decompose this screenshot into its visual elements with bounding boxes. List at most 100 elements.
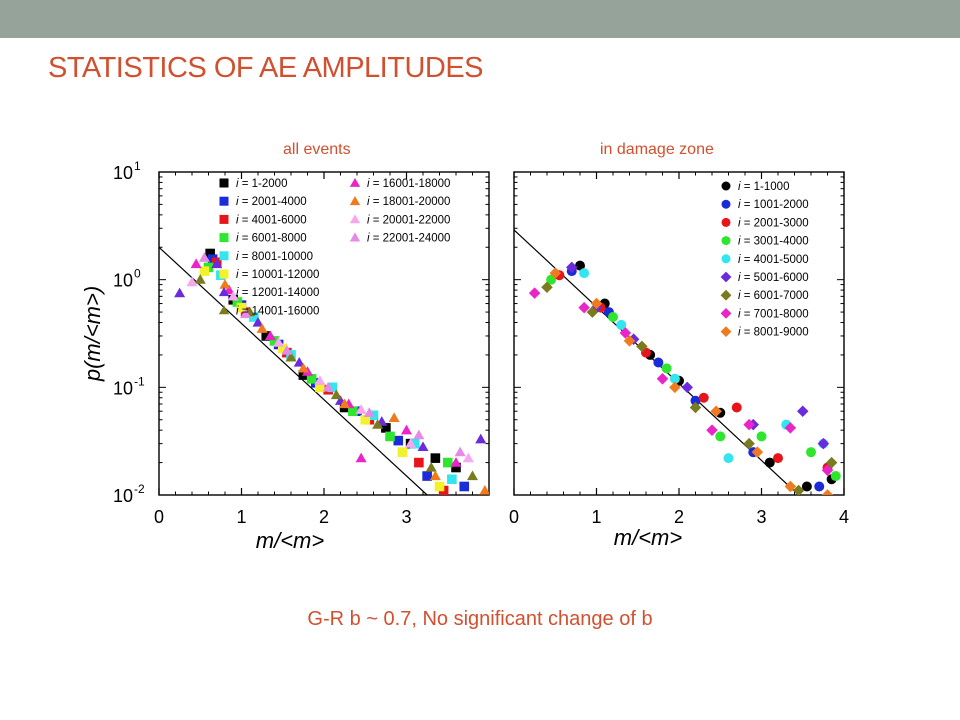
data-point — [475, 433, 487, 444]
legend-label: i = 14001-16000 — [236, 305, 319, 317]
data-point — [608, 312, 618, 323]
data-point — [397, 447, 408, 457]
data-point — [479, 485, 489, 495]
data-point — [194, 274, 206, 284]
data-point — [698, 392, 709, 403]
data-point — [541, 281, 553, 294]
data-point — [454, 446, 466, 457]
x-tick-label: 2 — [319, 507, 329, 527]
data-point — [388, 412, 400, 423]
data-point — [466, 470, 479, 481]
data-point — [285, 351, 297, 362]
slide-top-bar — [0, 0, 960, 38]
legend-marker — [219, 269, 229, 279]
data-point — [306, 374, 317, 384]
data-point — [578, 301, 590, 314]
data-point — [817, 437, 830, 450]
data-point — [277, 343, 288, 354]
data-point — [451, 462, 461, 473]
chart-panel-damage-zone: 0 1 2 3 4 m/<m> i = 1-1000 i = 1001-2000 i = 200… — [509, 171, 849, 550]
data-point — [669, 381, 681, 394]
data-point — [710, 405, 722, 417]
legend-marker — [349, 196, 361, 206]
data-point — [579, 268, 590, 279]
slide-title: STATISTICS OF AE AMPLITUDES — [48, 52, 484, 84]
data-points — [174, 248, 489, 495]
data-point — [190, 258, 202, 269]
y-axis-label: p(m/<m>) — [80, 286, 105, 382]
legend-marker — [720, 308, 732, 319]
data-point — [442, 457, 453, 468]
data-point — [314, 375, 326, 385]
data-point — [434, 481, 445, 492]
data-point — [174, 287, 186, 298]
data-point — [281, 344, 293, 355]
data-point — [814, 481, 825, 492]
data-point — [459, 481, 470, 492]
data-point — [619, 327, 632, 339]
data-point — [447, 474, 457, 485]
legend-label: i = 6001-8000 — [236, 233, 307, 245]
data-point — [273, 337, 285, 347]
data-point — [636, 340, 648, 353]
fit-line — [159, 246, 428, 495]
data-point — [261, 331, 272, 341]
y-tick-exponent: -1 — [134, 374, 145, 388]
y-tick-label: 10 — [113, 486, 133, 506]
data-point — [784, 480, 797, 493]
legend-marker — [721, 181, 731, 191]
data-point — [363, 407, 375, 417]
right-panel-title: in damage zone — [600, 141, 714, 158]
data-point — [429, 470, 441, 481]
data-point — [565, 261, 578, 274]
data-point — [409, 438, 420, 449]
data-point — [743, 437, 755, 450]
data-point — [690, 395, 701, 406]
legend-marker — [720, 326, 732, 337]
y-tick-exponent: 0 — [134, 267, 141, 281]
data-point — [792, 484, 805, 495]
data-point — [830, 471, 841, 482]
data-point — [330, 389, 342, 400]
data-point — [796, 405, 809, 417]
data-point — [751, 446, 764, 458]
data-point — [784, 422, 797, 434]
y-tick-exponent: 1 — [134, 159, 141, 173]
data-point — [249, 312, 259, 322]
data-point — [689, 401, 702, 414]
legend-label: i = 3001-4000 — [738, 236, 809, 248]
x-tick-label: 2 — [674, 507, 684, 527]
data-point — [198, 252, 210, 262]
legend-label: i = 10001-12000 — [236, 269, 319, 281]
legend-label: i = 20001-22000 — [367, 214, 450, 226]
data-point — [372, 419, 384, 429]
data-point — [355, 404, 367, 414]
data-point — [656, 373, 669, 385]
legend-label: i = 1-1000 — [738, 181, 789, 193]
legend-marker — [218, 287, 230, 297]
legend-marker — [721, 199, 731, 209]
y-tick-label: 10 — [113, 163, 133, 183]
legend-marker — [219, 214, 229, 224]
x-tick-label: 1 — [236, 507, 246, 527]
x-tick-label: 3 — [756, 507, 766, 527]
data-point — [806, 447, 816, 458]
left-panel-title: all events — [283, 141, 351, 158]
legend-marker — [349, 214, 361, 224]
data-point — [616, 319, 627, 330]
data-point — [821, 464, 834, 476]
legend-marker — [219, 233, 229, 243]
data-point — [252, 316, 264, 327]
data-point — [199, 266, 210, 276]
legend-label: i = 2001-4000 — [236, 196, 307, 208]
data-point — [293, 357, 305, 367]
data-point — [462, 452, 474, 463]
legend-label: i = 5001-6000 — [738, 272, 809, 284]
data-point — [821, 489, 834, 495]
legend-marker — [219, 178, 229, 188]
data-point — [205, 248, 215, 259]
legend-marker — [218, 305, 230, 315]
data-point — [715, 431, 726, 442]
data-point — [450, 457, 462, 467]
data-point — [400, 424, 413, 435]
